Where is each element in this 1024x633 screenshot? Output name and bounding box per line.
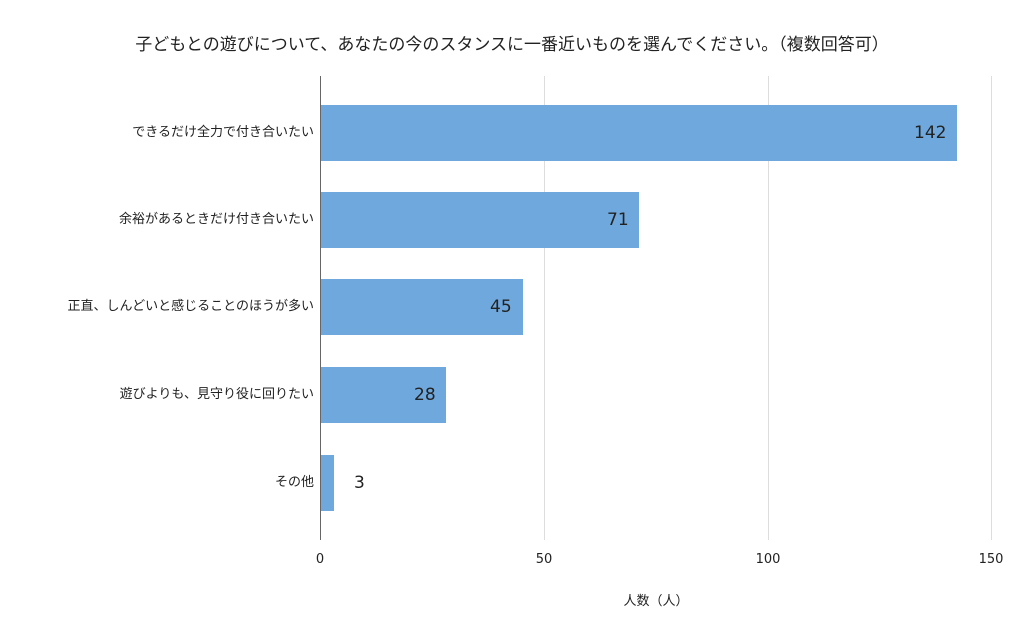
bar-2 bbox=[321, 279, 523, 335]
x-tick-100: 100 bbox=[755, 552, 781, 567]
bar-4 bbox=[321, 455, 334, 511]
gridline-100 bbox=[768, 76, 769, 540]
gridline-150 bbox=[991, 76, 992, 540]
category-label-4: その他 bbox=[274, 475, 314, 490]
x-tick-50: 50 bbox=[535, 552, 553, 567]
category-label-1: 余裕があるときだけ付き合いたい bbox=[118, 212, 314, 227]
value-label-3: 28 bbox=[414, 385, 436, 405]
x-axis-label: 人数（人） bbox=[623, 594, 689, 609]
category-label-0: できるだけ全力で付き合いたい bbox=[132, 125, 314, 140]
x-tick-150: 150 bbox=[978, 552, 1004, 567]
category-label-3: 遊びよりも、見守り役に回りたい bbox=[119, 387, 314, 402]
value-label-1: 71 bbox=[607, 210, 629, 230]
chart-title: 子どもとの遊びについて、あなたの今のスタンスに一番近いものを選んでください。（複… bbox=[135, 35, 889, 55]
value-label-4: 3 bbox=[354, 473, 365, 493]
bar-3 bbox=[321, 367, 446, 423]
gridline-50 bbox=[544, 76, 545, 540]
bar-0 bbox=[321, 105, 957, 161]
y-axis-line bbox=[320, 76, 321, 540]
plot-area: 142 71 45 28 3 bbox=[320, 76, 992, 540]
bar-1 bbox=[321, 192, 639, 248]
category-label-2: 正直、しんどいと感じることのほうが多い bbox=[67, 299, 314, 314]
value-label-0: 142 bbox=[914, 123, 947, 143]
value-label-2: 45 bbox=[490, 297, 512, 317]
x-tick-0: 0 bbox=[315, 552, 325, 567]
